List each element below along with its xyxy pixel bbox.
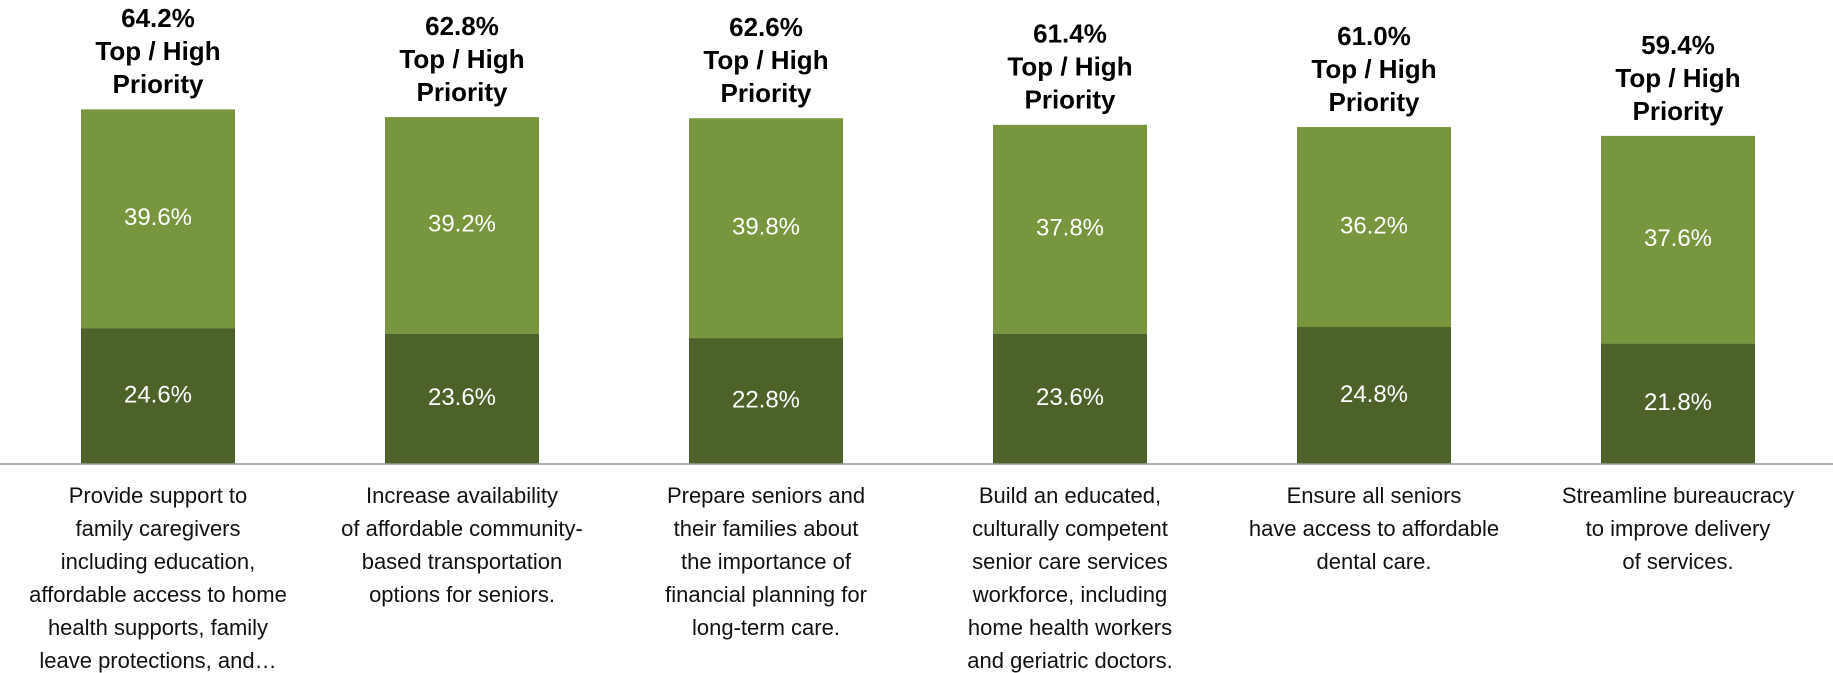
- category-label: culturally competent: [972, 516, 1168, 541]
- total-caption: Priority: [1024, 85, 1116, 115]
- category-label: affordable access to home: [29, 582, 287, 607]
- total-caption: Top / High: [1311, 54, 1436, 84]
- category-label: options for seniors.: [369, 582, 555, 607]
- category-label: Streamline bureaucracy: [1562, 483, 1794, 508]
- category-label: workforce, including: [972, 582, 1167, 607]
- total-caption: Top / High: [1007, 52, 1132, 82]
- total-caption: Priority: [112, 69, 204, 99]
- category-label: home health workers: [968, 615, 1172, 640]
- category-label: long-term care.: [692, 615, 840, 640]
- category-label: based transportation: [362, 549, 563, 574]
- total-caption: Priority: [720, 78, 812, 108]
- total-label: 64.2%: [121, 3, 195, 33]
- category-label: family caregivers: [75, 516, 240, 541]
- category-label: Ensure all seniors: [1287, 483, 1462, 508]
- value-label: 23.6%: [428, 384, 496, 411]
- value-label: 39.8%: [732, 213, 800, 240]
- category-label: Build an educated,: [979, 483, 1161, 508]
- value-label: 37.6%: [1644, 225, 1712, 252]
- total-caption: Priority: [1328, 87, 1420, 117]
- value-label: 24.8%: [1340, 381, 1408, 408]
- value-label: 39.2%: [428, 211, 496, 238]
- total-label: 61.0%: [1337, 21, 1411, 51]
- value-label: 39.6%: [124, 204, 192, 231]
- total-caption: Top / High: [1615, 63, 1740, 93]
- total-label: 59.4%: [1641, 30, 1715, 60]
- category-label: including education,: [61, 549, 255, 574]
- bar-segment: [81, 109, 235, 329]
- bar-segment: [385, 333, 539, 464]
- bar-segment: [993, 124, 1147, 334]
- category-label: their families about: [674, 516, 859, 541]
- total-caption: Top / High: [399, 44, 524, 74]
- total-caption: Top / High: [95, 36, 220, 66]
- category-label: health supports, family: [48, 615, 268, 640]
- category-label: dental care.: [1317, 549, 1432, 574]
- bar-segment: [1297, 327, 1451, 464]
- bar-segment: [689, 338, 843, 464]
- category-label: Prepare seniors and: [667, 483, 865, 508]
- category-label: have access to affordable: [1249, 516, 1499, 541]
- total-caption: Priority: [1632, 96, 1724, 126]
- category-label: the importance of: [681, 549, 852, 574]
- total-caption: Priority: [416, 77, 508, 107]
- category-label: to improve delivery: [1586, 516, 1771, 541]
- total-caption: Top / High: [703, 45, 828, 75]
- value-label: 24.6%: [124, 381, 192, 408]
- category-label: senior care services: [972, 549, 1168, 574]
- category-label: financial planning for: [665, 582, 867, 607]
- total-label: 62.6%: [729, 12, 803, 42]
- value-label: 21.8%: [1644, 389, 1712, 416]
- bar-segment: [993, 333, 1147, 464]
- value-label: 23.6%: [1036, 384, 1104, 411]
- bar-segment: [1601, 135, 1755, 344]
- category-label: and geriatric doctors.: [967, 648, 1172, 673]
- category-label: of affordable community-: [341, 516, 583, 541]
- value-label: 36.2%: [1340, 212, 1408, 239]
- bar-segment: [385, 117, 539, 334]
- category-label: Provide support to: [69, 483, 248, 508]
- value-label: 37.8%: [1036, 215, 1104, 242]
- bar-segment: [1601, 343, 1755, 464]
- bar-segment: [81, 328, 235, 464]
- category-label: of services.: [1622, 549, 1733, 574]
- total-label: 61.4%: [1033, 19, 1107, 49]
- bar-segment: [689, 118, 843, 339]
- category-label: leave protections, and…: [39, 648, 276, 673]
- category-label: Increase availability: [366, 483, 558, 508]
- bar-segment: [1297, 127, 1451, 328]
- value-label: 22.8%: [732, 386, 800, 413]
- total-label: 62.8%: [425, 11, 499, 41]
